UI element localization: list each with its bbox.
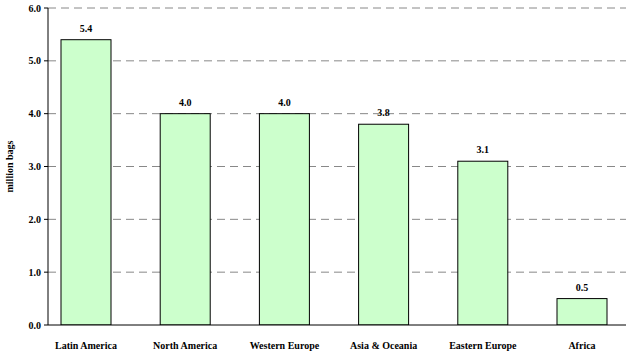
category-label: Eastern Europe: [449, 340, 517, 351]
tick-mark: [44, 272, 48, 273]
bar: [61, 40, 111, 325]
tick-mark: [44, 166, 48, 167]
tick-label: 1.0: [29, 267, 42, 278]
tick-label: 4.0: [29, 108, 42, 119]
grid-line: [48, 60, 626, 61]
grid-line: [48, 113, 626, 114]
x-axis: [48, 325, 626, 326]
bar: [359, 124, 409, 325]
grid-line: [48, 166, 626, 167]
category-label: Asia & Oceania: [350, 340, 417, 351]
tick-mark: [44, 60, 48, 61]
category-label: Western Europe: [250, 340, 320, 351]
category-label: North America: [153, 340, 217, 351]
bar: [259, 114, 309, 325]
category-label: Latin America: [55, 340, 117, 351]
tick-mark: [44, 113, 48, 114]
tick-label: 2.0: [29, 214, 42, 225]
y-axis: [48, 8, 49, 325]
data-label: 0.5: [576, 282, 589, 293]
tick-mark: [44, 325, 48, 326]
bars: [61, 40, 607, 325]
tick-label: 3.0: [29, 161, 42, 172]
grid-line: [48, 8, 626, 9]
bar: [160, 114, 210, 325]
bar: [458, 161, 508, 325]
data-label: 3.8: [377, 107, 390, 118]
chart: 0.0 1.0 2.0 3.0 4.0 5.0 6.0 5.4 4.0 4.0 3.8 3.1 0.5 L…: [0, 0, 640, 356]
tick-mark: [44, 219, 48, 220]
data-label: 5.4: [80, 23, 93, 34]
tick-label: 6.0: [29, 3, 42, 14]
grid-line: [48, 219, 626, 220]
bar: [557, 299, 607, 325]
y-axis-label: million bags: [4, 140, 15, 192]
grid-line: [48, 272, 626, 273]
data-label: 3.1: [477, 144, 490, 155]
tick-label: 0.0: [29, 320, 42, 331]
category-label: Africa: [568, 340, 595, 351]
data-label: 4.0: [179, 97, 192, 108]
tick-mark: [44, 8, 48, 9]
tick-label: 5.0: [29, 55, 42, 66]
data-label: 4.0: [278, 97, 291, 108]
